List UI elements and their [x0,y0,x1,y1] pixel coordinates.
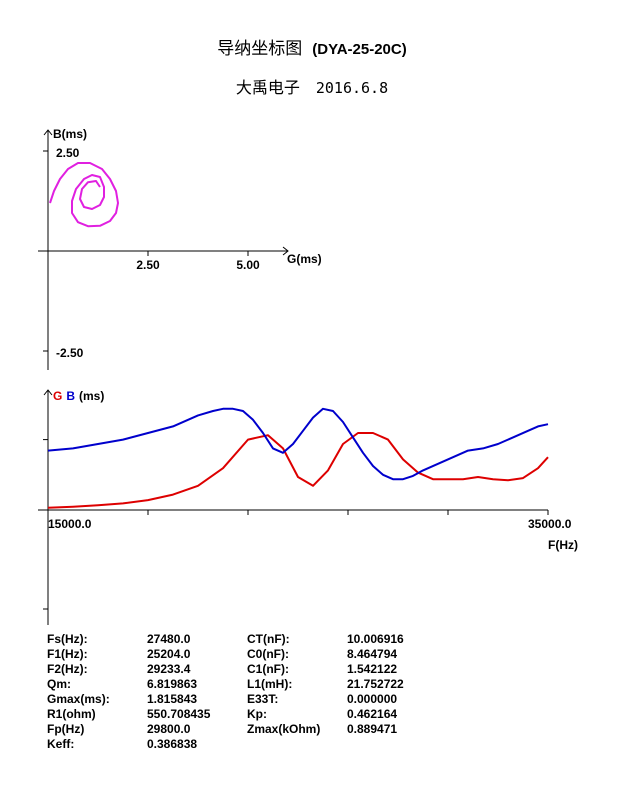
frequency-chart: 15000.0 35000.0 F(Hz) G B (ms) [38,389,578,625]
param-label2: E33T: [247,692,279,706]
param-label: F1(Hz): [47,647,88,661]
param-label2: Zmax(kOhm) [247,722,321,736]
param-value: 29800.0 [147,722,191,736]
param-value: 550.708435 [147,707,211,721]
y-axis-arrow [43,129,53,136]
model-code: (DYA-25-20C) [312,41,407,58]
param-value: 0.386838 [147,737,198,751]
x-axis-arrow [282,246,289,256]
param-label: R1(ohm) [47,707,96,721]
chart-subtitle: 大禹电子 2016.6.8 [0,74,624,98]
y-axis-label-part: G [53,389,62,403]
param-label: F2(Hz): [47,662,88,676]
param-value: 29233.4 [147,662,191,676]
company-name: 大禹电子 [235,78,300,97]
x-tick-label: 5.00 [236,258,260,272]
series-line-B [47,407,549,481]
x-tick-label: 2.50 [136,258,160,272]
x-axis-label: G(ms) [287,252,322,266]
param-value: 25204.0 [147,647,191,661]
date-text: 2016.6.8 [315,79,389,97]
x-tick-label: 35000.0 [528,517,572,531]
admittance-chart: 2.50 5.00 2.50 -2.50 B(ms) G(ms) [38,127,322,370]
param-value: 27480.0 [147,632,191,646]
param-label2: C0(nF): [247,647,289,661]
y-axis-arrow [43,389,53,396]
x-axis-label: F(Hz) [548,538,578,552]
param-label: Fs(Hz): [47,632,88,646]
param-label2: C1(nF): [247,662,289,676]
admittance-curve [49,162,119,228]
y-axis-label-part: (ms) [79,389,104,403]
series-line-G [47,432,549,509]
param-label: Keff: [47,737,75,751]
y-axis-label: B(ms) [53,127,87,141]
param-label: Fp(Hz) [47,722,85,736]
param-value2: 0.889471 [347,722,398,736]
plot-canvas: 2.50 5.002.50-2.50B(ms)G(ms) 15000.0 35000… [38,127,578,625]
param-label: Qm: [47,677,71,691]
title-text: 导纳坐标图 [217,39,303,59]
param-value2: 1.542122 [347,662,398,676]
y-tick-label: -2.50 [56,346,84,360]
chart-title: 导纳坐标图 (DYA-25-20C) [0,34,624,59]
param-value2: 0.462164 [347,707,398,721]
y-tick-label: 2.50 [56,146,80,160]
y-axis-label: G B (ms) [53,389,104,403]
param-label2: L1(mH): [247,677,293,691]
param-value2: 0.000000 [347,692,398,706]
param-label: Gmax(ms): [47,692,110,706]
param-value: 6.819863 [147,677,198,691]
param-value2: 10.006916 [347,632,404,646]
param-label2: Kp: [247,707,267,721]
param-value: 1.815843 [147,692,198,706]
param-label2: CT(nF): [247,632,290,646]
x-tick-label: 15000.0 [48,517,92,531]
param-value2: 21.752722 [347,677,404,691]
param-value2: 8.464794 [347,647,398,661]
y-axis-label-part: B [66,389,75,403]
